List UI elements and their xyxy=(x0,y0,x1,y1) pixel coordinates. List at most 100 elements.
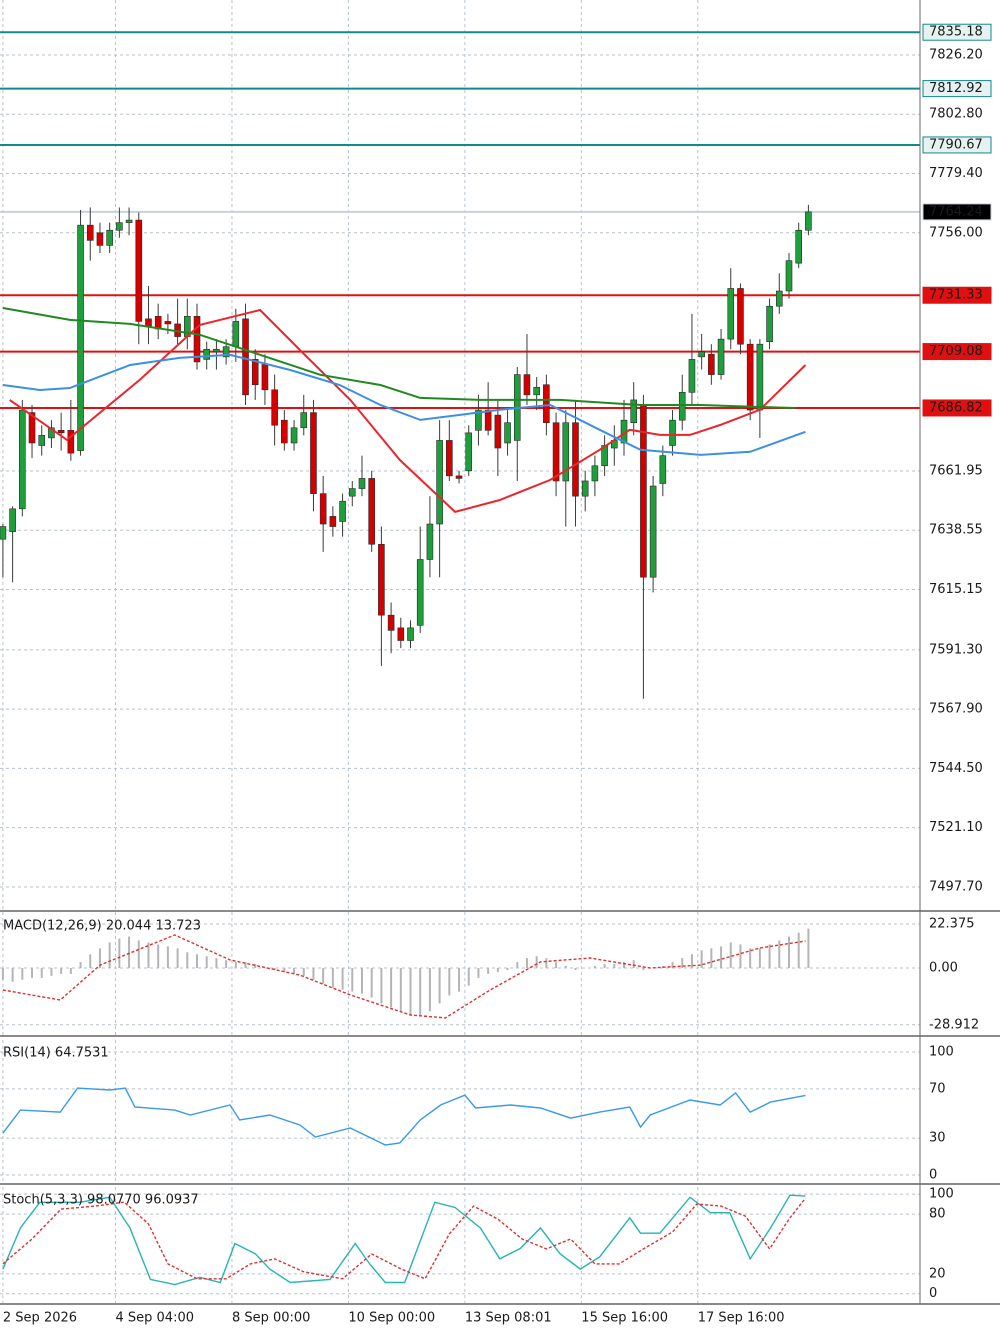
candle-body xyxy=(77,224,84,451)
candle-body xyxy=(310,412,317,494)
candle-body xyxy=(368,478,375,545)
candle-body xyxy=(543,384,550,424)
candle-body xyxy=(708,354,715,375)
candle-body xyxy=(475,409,482,431)
y-tick-label: 7826.20 xyxy=(929,47,983,62)
candle-body xyxy=(145,318,152,327)
y-tick-label: 0.00 xyxy=(929,960,958,975)
y-tick-label: 7615.15 xyxy=(929,582,983,597)
moving-average xyxy=(2,353,806,456)
candle-body xyxy=(572,422,579,497)
price-level-label: 7686.82 xyxy=(929,400,983,415)
y-tick-label: 7756.00 xyxy=(929,225,983,240)
indicator-line xyxy=(2,1197,807,1280)
x-tick-label: 10 Sep 00:00 xyxy=(348,1311,435,1326)
y-tick-label: 7591.30 xyxy=(929,642,983,657)
candle-body xyxy=(9,508,16,532)
candle-body xyxy=(591,465,599,482)
candle-body xyxy=(484,409,492,431)
rsi-title: RSI(14) 64.7531 xyxy=(3,1046,109,1061)
x-tick-label: 17 Sep 16:00 xyxy=(698,1311,785,1326)
candle-body xyxy=(135,219,143,322)
candle-body xyxy=(261,364,269,391)
y-tick-label: 20 xyxy=(929,1266,946,1281)
candle-body xyxy=(659,455,667,484)
price-level-label: 7790.67 xyxy=(929,137,983,152)
y-tick-label: 70 xyxy=(929,1081,946,1096)
stoch-title: Stoch(5,3,3) 98.0770 96.0937 xyxy=(3,1193,199,1208)
candle-body xyxy=(805,211,812,231)
candle-body xyxy=(164,321,172,325)
y-tick-label: 0 xyxy=(929,1168,937,1183)
candle-body xyxy=(727,288,735,340)
candle-body xyxy=(649,485,657,578)
x-tick-label: 13 Sep 08:01 xyxy=(465,1311,552,1326)
candle-body xyxy=(38,435,46,446)
price-level-label: 7812.92 xyxy=(929,81,983,96)
y-tick-label: 7497.70 xyxy=(929,879,983,894)
candle-body xyxy=(756,343,764,411)
pane: 100 80 20 0 xyxy=(0,1187,1000,1305)
candle-body xyxy=(251,359,259,386)
price-level-label: 7764.24 xyxy=(929,204,983,219)
x-tick-label: 8 Sep 00:00 xyxy=(232,1311,311,1326)
candle-body xyxy=(358,478,366,489)
candle-body xyxy=(523,374,531,396)
price-level-box xyxy=(922,203,992,221)
price-level-box xyxy=(922,80,992,98)
candle-body xyxy=(669,419,676,446)
y-tick-label: 7567.90 xyxy=(929,702,983,717)
indicator-line xyxy=(2,934,806,1019)
y-tick-label: 30 xyxy=(929,1131,946,1146)
y-tick-label: 22.375 xyxy=(929,917,975,932)
x-tick-label: 15 Sep 16:00 xyxy=(581,1311,668,1326)
indicator-line xyxy=(2,1087,806,1146)
candle-body xyxy=(116,222,123,231)
candle-body xyxy=(552,422,560,482)
candle-body xyxy=(222,346,230,358)
pane: 22.375 0.00 -28.912 xyxy=(0,912,1000,1037)
candle-body xyxy=(533,386,540,396)
candle-body xyxy=(426,523,434,560)
y-tick-label: 0 xyxy=(929,1286,937,1301)
candle-body xyxy=(339,500,346,522)
candle-body xyxy=(57,430,65,434)
y-tick-label: 7802.80 xyxy=(929,107,983,122)
candle-body xyxy=(717,338,725,375)
candle-body xyxy=(378,543,385,616)
candle-body xyxy=(0,526,7,540)
y-tick-label: 80 xyxy=(929,1207,946,1222)
candle-body xyxy=(67,430,75,454)
candle-body xyxy=(387,614,395,631)
candle-body xyxy=(348,488,356,497)
candle-body xyxy=(28,412,36,444)
candle-body xyxy=(213,348,220,353)
candle-body xyxy=(688,359,696,393)
y-tick-label: 7521.10 xyxy=(929,820,983,835)
candle-body xyxy=(562,422,570,482)
candle-body xyxy=(795,229,802,264)
candle-body xyxy=(494,414,502,449)
candle-body xyxy=(436,440,443,525)
candle-body xyxy=(319,493,327,525)
candle-body xyxy=(271,389,278,426)
pane: 100 70 30 0 xyxy=(0,1040,1000,1185)
price-level-label: 7709.08 xyxy=(929,344,983,359)
candle-body xyxy=(465,432,473,472)
price-level-box xyxy=(922,343,992,361)
indicator-line xyxy=(2,1194,806,1286)
candle-body xyxy=(581,480,589,497)
candle-body xyxy=(504,422,511,444)
candle-body xyxy=(698,351,705,358)
candle-body xyxy=(746,343,754,411)
candle-body xyxy=(300,412,308,429)
y-tick-label: 7661.95 xyxy=(929,463,983,478)
candle-body xyxy=(785,260,793,292)
candle-body xyxy=(48,427,55,439)
candle-body xyxy=(281,419,288,444)
price-level-box xyxy=(922,136,992,154)
price-level-label: 7835.18 xyxy=(929,25,983,40)
